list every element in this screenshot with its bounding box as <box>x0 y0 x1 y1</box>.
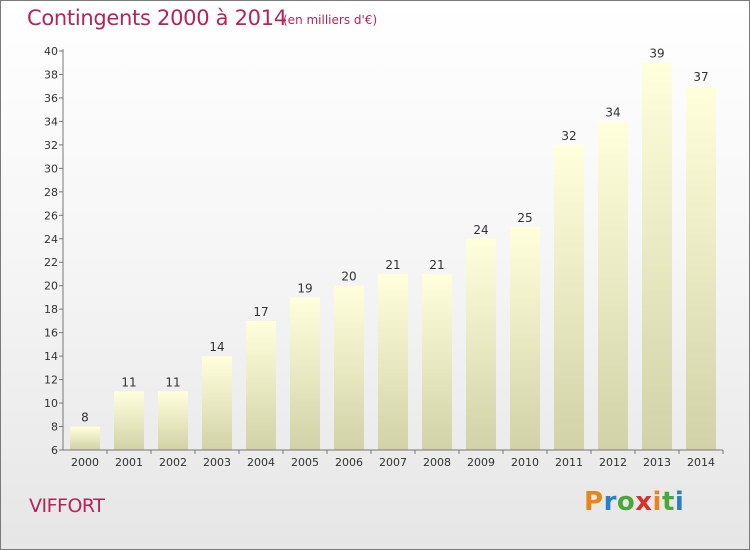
y-tick-label: 10 <box>44 397 58 410</box>
x-tick-label: 2005 <box>291 456 319 469</box>
bars-group <box>70 62 716 451</box>
axes-group <box>59 49 724 454</box>
value-label: 34 <box>605 105 620 119</box>
value-label: 21 <box>429 258 444 272</box>
x-tick-label: 2004 <box>247 456 275 469</box>
bar-2004 <box>246 320 276 450</box>
logo-letter: P <box>584 487 604 517</box>
logo-letter: o <box>616 487 636 517</box>
value-label: 17 <box>253 305 268 319</box>
x-tick-label: 2007 <box>379 456 407 469</box>
value-label: 24 <box>473 223 488 237</box>
bar-2003 <box>202 356 232 450</box>
x-tick-label: 2006 <box>335 456 363 469</box>
bar-2013 <box>642 62 672 451</box>
value-label: 19 <box>297 281 312 295</box>
y-tick-label: 40 <box>44 45 58 58</box>
bar-2012 <box>598 121 628 450</box>
bar-2000 <box>70 426 100 450</box>
x-tick-label: 2008 <box>423 456 451 469</box>
bar-2011 <box>554 144 584 450</box>
y-tick-label: 20 <box>44 280 58 293</box>
x-tick-label: 2013 <box>643 456 671 469</box>
bar-2002 <box>158 391 188 450</box>
value-label: 11 <box>165 375 180 389</box>
proxiti-logo: Proxiti <box>584 487 684 517</box>
value-label: 11 <box>121 375 136 389</box>
y-tick-label: 24 <box>44 233 58 246</box>
x-tick-label: 2003 <box>203 456 231 469</box>
bar-2010 <box>510 227 540 450</box>
x-tick-label: 2009 <box>467 456 495 469</box>
logo-letter: x <box>635 487 653 517</box>
y-tick-label: 36 <box>44 92 58 105</box>
value-label: 20 <box>341 270 356 284</box>
value-label: 21 <box>385 258 400 272</box>
labels-group: 8 2000 11 2001 11 2002 14 2003 17 2004 19 2005 20 200… <box>44 45 715 469</box>
bar-2014 <box>686 86 716 451</box>
value-label: 8 <box>81 411 89 425</box>
bar-2007 <box>378 273 408 450</box>
bar-2001 <box>114 391 144 450</box>
y-tick-label: 16 <box>44 327 58 340</box>
bar-2005 <box>290 297 320 450</box>
x-tick-label: 2014 <box>687 456 715 469</box>
y-tick-label: 14 <box>44 350 58 363</box>
y-tick-label: 28 <box>44 186 58 199</box>
y-tick-label: 8 <box>51 421 58 434</box>
y-tick-label: 32 <box>44 139 58 152</box>
chart-title: Contingents 2000 à 2014 <box>27 6 287 30</box>
logo-letter: i <box>674 487 685 517</box>
x-tick-label: 2010 <box>511 456 539 469</box>
bar-2006 <box>334 285 364 450</box>
logo-letter: t <box>661 487 675 517</box>
value-label: 32 <box>561 129 576 143</box>
y-tick-label: 22 <box>44 256 58 269</box>
y-tick-label: 6 <box>51 444 58 457</box>
x-tick-label: 2001 <box>115 456 143 469</box>
y-tick-label: 38 <box>44 68 58 81</box>
value-label: 37 <box>693 70 708 84</box>
x-tick-label: 2011 <box>555 456 583 469</box>
y-tick-label: 26 <box>44 209 58 222</box>
bar-2009 <box>466 238 496 450</box>
x-tick-label: 2000 <box>71 456 99 469</box>
y-tick-label: 30 <box>44 162 58 175</box>
value-label: 14 <box>209 340 224 354</box>
chart-subtitle: (en milliers d'€) <box>283 13 378 27</box>
y-tick-label: 12 <box>44 374 58 387</box>
logo-letter: r <box>603 487 617 517</box>
y-tick-label: 34 <box>44 115 58 128</box>
y-tick-label: 18 <box>44 303 58 316</box>
logo-letter: i <box>652 487 662 517</box>
value-label: 25 <box>517 211 532 225</box>
value-label: 39 <box>649 47 664 61</box>
bar-2008 <box>422 273 452 450</box>
x-tick-label: 2012 <box>599 456 627 469</box>
commune-name: VIFFORT <box>29 495 105 517</box>
x-tick-label: 2002 <box>159 456 187 469</box>
